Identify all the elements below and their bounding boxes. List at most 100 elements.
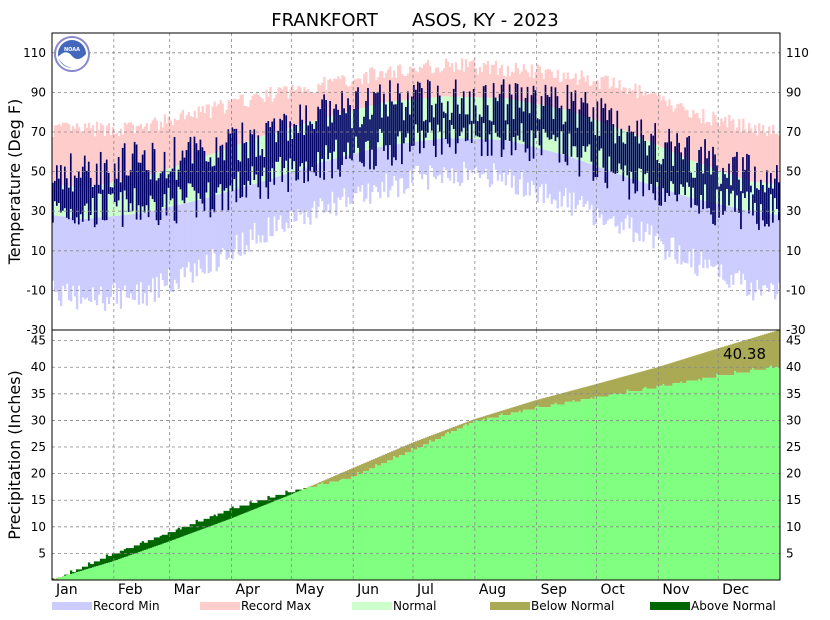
below-normal-bar [666,364,669,386]
precip-fill-bar [371,468,374,580]
normal-bar [726,173,729,206]
normal-bar [750,181,753,212]
precip-fill-bar [413,449,416,580]
above-normal-bar [219,513,222,523]
record-min-bar [566,155,569,208]
below-normal-bar [438,432,442,440]
precip-fill-bar [397,457,400,580]
precip-fill-bar [139,551,143,580]
record-max-bar [426,60,430,99]
above-normal-bar [127,548,131,556]
record-max-bar [624,87,627,131]
precip-fill-bar [113,560,117,580]
observed-temp-bar [327,126,329,160]
record-max-bar [678,103,681,156]
precip-fill-bar [69,573,73,580]
temp-tick-left: 70 [31,125,46,139]
below-normal-bar [442,430,446,437]
observed-temp-bar [379,84,381,130]
below-normal-bar [684,358,687,384]
precip-fill-bar [674,383,677,580]
precip-fill-bar [526,409,529,580]
record-min-bar [540,149,543,185]
record-max-bar [582,76,585,116]
precip-fill-bar [594,396,597,580]
record-max-bar [592,81,595,120]
precip-fill-bar [742,372,745,580]
record-min-bar [305,167,308,211]
record-max-bar [488,74,492,98]
precip-fill-bar [389,460,392,580]
record-min-bar [263,180,266,243]
below-normal-bar [778,330,781,368]
observed-temp-bar [692,177,694,188]
precip-fill-bar [754,369,757,580]
precip-fill-bar [710,377,713,580]
above-normal-bar [233,508,236,518]
above-normal-bar [71,572,75,574]
precip-fill-bar [640,391,643,580]
precip-fill-bar [568,401,571,580]
record-min-bar [397,144,400,198]
record-min-bar [434,139,438,180]
observed-temp-bar [141,154,144,207]
precip-fill-bar [283,497,286,580]
precip-fill-bar [243,513,246,580]
above-normal-bar [163,534,166,544]
record-min-bar [369,149,372,204]
observed-temp-bar [271,121,274,169]
month-axis: Jan Feb Mar Apr May Jun Jul Aug Sep Oct Nov Dec [55,582,749,598]
below-normal-bar [656,367,659,386]
record-min-bar [315,163,318,219]
below-normal-bar [530,401,533,410]
record-max-bar [183,119,186,164]
record-max-bar [708,122,711,167]
record-min-bar [570,157,573,216]
record-max-bar [422,64,426,99]
record-max-bar [277,87,280,132]
observed-temp-bar [239,161,242,199]
observed-temp-bar [161,170,164,207]
record-max-bar [127,122,131,180]
below-normal-bar [55,578,59,580]
record-max-bar [538,66,541,105]
legend-swatch [490,602,530,610]
record-max-bar [295,89,298,127]
record-min-bar [756,212,759,280]
above-normal-bar [237,508,240,516]
record-max-bar [756,135,759,183]
record-min-bar [127,214,131,299]
below-normal-bar [660,365,663,386]
record-min-bar [470,138,474,174]
precip-fill-bar [544,407,547,580]
record-max-bar [345,84,348,113]
temp-tick-right: 90 [786,85,801,99]
below-normal-bar [460,423,464,429]
observed-temp-bar [454,79,457,154]
observed-temp-bar [714,154,716,226]
above-normal-bar [213,514,216,525]
record-max-bar [774,133,777,184]
record-min-bar [628,177,631,229]
above-normal-bar [75,569,79,573]
record-max-bar [287,98,290,129]
record-max-bar [251,95,254,140]
precip-fill-bar [221,521,224,580]
below-normal-bar [568,391,571,402]
legend-swatch [52,602,92,610]
record-min-bar [678,194,681,246]
record-max-bar [644,91,647,140]
precip-fill-bar [373,468,376,580]
record-max-bar [155,120,159,173]
precip-fill-bar [123,557,127,580]
record-max-bar [460,58,464,97]
precip-fill-bar [399,455,402,580]
below-normal-bar [664,364,667,386]
observed-temp-bar [179,160,182,190]
record-min-bar [598,167,601,218]
record-max-bar [315,91,318,121]
record-min-bar [231,190,234,260]
record-min-bar [520,143,524,171]
observed-temp-bar [257,135,260,188]
record-max-bar [199,111,202,159]
